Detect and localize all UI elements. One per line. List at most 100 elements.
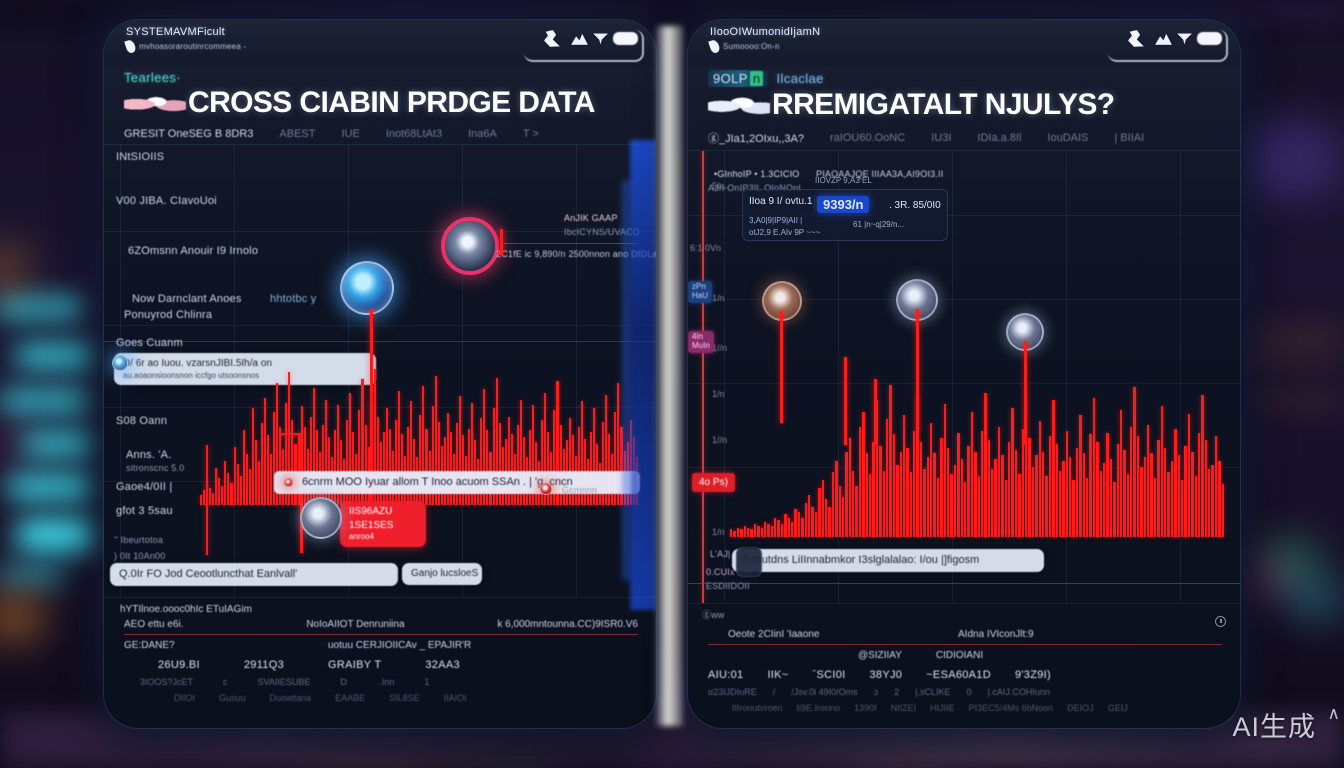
status-orb-pink-icon[interactable] — [441, 217, 499, 275]
bar — [1197, 432, 1201, 537]
wifi-icon — [1177, 33, 1192, 45]
chart-area-left[interactable]: INtSIOIIS V00 JIBA. CIavoUoi 6ZOmsnn Ano… — [104, 145, 656, 597]
axis-label: Gaoe4/0II | — [116, 481, 173, 493]
footer-subcell: 2 — [894, 687, 900, 697]
footer-number: 32AA3 — [425, 659, 460, 671]
bar — [492, 408, 495, 505]
carrier-subline-row: mvhoasoraroutinrcommeea - — [124, 38, 246, 55]
bokeh-light — [0, 566, 66, 584]
device-panel-left[interactable]: SYSTEMAVMFicult mvhoasoraroutinrcommeea … — [104, 20, 656, 728]
gridline — [688, 215, 1240, 216]
subnav-item[interactable]: | BIIAI — [1114, 132, 1145, 144]
carrier-subline: Sumoooo:On-n — [723, 42, 780, 51]
bar — [602, 421, 605, 505]
bar — [926, 457, 930, 537]
gridline — [1066, 151, 1067, 603]
bar — [273, 411, 276, 505]
footer-subcell: DIIOI — [174, 693, 196, 703]
top-label-left-2: AJn-OnIP3IL OIoNOnI — [708, 183, 802, 193]
bar — [1214, 436, 1218, 537]
bar — [875, 400, 879, 537]
bar — [388, 428, 391, 505]
subnav-left[interactable]: GRESIT OneSEG B 8DR3 ABEST IUE Inot68LtA… — [104, 122, 656, 145]
bar — [458, 396, 462, 505]
subnav-item[interactable]: IouDAIS — [1047, 132, 1089, 144]
bar — [590, 431, 593, 505]
footer-number: GRAIBY T — [328, 659, 382, 671]
bar — [1048, 436, 1052, 537]
bar — [987, 440, 991, 537]
footer-number: ~ESA60A1D — [926, 669, 991, 681]
subnav-item[interactable]: Ina6A — [468, 128, 497, 140]
alert-line-3: anroo4 — [349, 532, 374, 541]
bar — [218, 477, 221, 505]
bar — [309, 416, 312, 505]
footer-subcell: ..Inn — [376, 677, 395, 687]
subnav-right[interactable]: ⓖ_JIa1,2OIxu,,3A? raIOU60.OoNC IU3I IDIa… — [688, 124, 1240, 151]
subnav-item[interactable]: IDIa.a.8Il — [977, 132, 1022, 144]
gridline — [104, 407, 656, 408]
device-panel-right[interactable]: IIooOIWumonidIjamN Sumoooo:On-n 9OLP n Il… — [688, 20, 1240, 728]
chart-bottom-pill[interactable]: Q.0Ir FO Jod Ceootluncthat Eanlvall' — [110, 563, 398, 586]
bar — [260, 423, 263, 505]
subnav-item[interactable]: IUE — [341, 128, 360, 140]
bar — [1221, 483, 1225, 537]
footer-divider — [708, 644, 1222, 645]
footer-subcell: 1390I — [854, 703, 877, 713]
bar — [970, 411, 974, 537]
axis-label: INtSIOIIS — [116, 151, 165, 163]
bar — [315, 430, 318, 505]
bottom-pill-leading-box[interactable] — [736, 547, 762, 577]
bar — [1133, 386, 1136, 537]
callout-pill-top[interactable]: D/ 6r ao Iuou. vzarsnJIBI.5Ih/a on au.ao… — [114, 353, 376, 386]
axis-chip-red[interactable]: 4o Ps) — [692, 473, 735, 492]
title-glyph-icon — [124, 90, 186, 116]
stat-panel[interactable]: IIOVZP 9,A3 EL 9393/n . 3R. 85/0I0 IIoa … — [742, 176, 948, 241]
subnav-item[interactable]: T > — [522, 128, 539, 140]
status-orb-blue-icon[interactable] — [340, 261, 394, 315]
bar — [495, 377, 498, 505]
axis-chip-pink[interactable]: 4In MuIn — [688, 331, 714, 353]
subnav-item[interactable]: Inot68LtAt3 — [385, 128, 443, 140]
footer-subrow-2: DIIOI Gusuu Duoattana EAABE SIL8SE IIAIO… — [124, 687, 638, 703]
bar — [967, 445, 970, 537]
axis-label: gfot 3 5sau — [116, 505, 173, 517]
footer-subcell: / — [772, 687, 776, 697]
bar — [251, 408, 254, 505]
gridline — [576, 145, 577, 597]
bar — [994, 459, 997, 537]
chart-bottom-pill-tail[interactable]: Ganjo lucsloeS — [402, 563, 482, 585]
bar — [862, 411, 865, 537]
bar — [1021, 428, 1024, 537]
bar — [401, 433, 404, 505]
subnav-item[interactable]: GRESIT OneSEG B 8DR3 — [124, 128, 254, 140]
bar — [797, 512, 801, 537]
bar — [1157, 440, 1160, 537]
watermark: AI生成 — [1232, 712, 1316, 742]
y-axis-line — [702, 151, 704, 603]
bar — [804, 502, 807, 537]
gridline — [688, 383, 1240, 384]
header-tag: Tearlees· — [124, 70, 182, 85]
orb-pink-label-2: IbcICYNS/UVACD — [564, 227, 640, 237]
bar — [544, 392, 547, 505]
bokeh-light — [0, 300, 86, 316]
footer-subcell: NIIZEI — [890, 703, 917, 713]
gridline — [688, 467, 1240, 468]
footer-number: 38YJ0 — [869, 669, 903, 681]
axis-chip-blue[interactable]: zPn HaU — [688, 281, 713, 303]
footer-subcell: GEIJ — [1107, 703, 1128, 713]
orb-pink-value: 2C1fE ic 9,890/n 2500nnon ano DIDLa — [496, 249, 656, 259]
subnav-item[interactable]: ⓖ_JIa1,2OIxu,,3A? — [708, 133, 804, 145]
bar — [1055, 443, 1058, 537]
footer-divider — [124, 634, 638, 635]
chart-area-right[interactable]: 5/n 6:1 0Vn 1/n 1//n 1/n 1//n 1//n 1/n z… — [688, 151, 1240, 603]
bar — [980, 430, 984, 537]
subnav-item[interactable]: IU3I — [931, 132, 952, 144]
subnav-item[interactable]: raIOU60.OoNC — [830, 132, 906, 144]
bar — [568, 418, 571, 505]
bokeh-light — [0, 430, 16, 452]
subnav-item[interactable]: ABEST — [279, 128, 316, 140]
chart-bottom-pill[interactable]: 7cthutdns LiIInnabmkor I3slglalalao: I/o… — [732, 549, 1044, 572]
alert-red-box[interactable]: IIS96AZU 1SE1SES anroo4 — [340, 501, 426, 547]
